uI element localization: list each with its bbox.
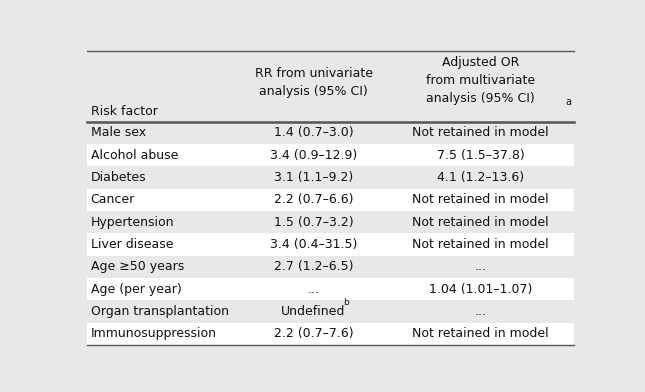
Bar — [87, 166, 574, 189]
Text: ...: ... — [475, 305, 486, 318]
Text: Hypertension: Hypertension — [91, 216, 174, 229]
Text: Risk factor: Risk factor — [91, 105, 157, 118]
Text: RR from univariate
analysis (95% CI): RR from univariate analysis (95% CI) — [255, 67, 373, 98]
Bar — [87, 233, 574, 256]
Text: Not retained in model: Not retained in model — [412, 238, 549, 251]
Text: 3.4 (0.9–12.9): 3.4 (0.9–12.9) — [270, 149, 357, 162]
Text: 2.7 (1.2–6.5): 2.7 (1.2–6.5) — [273, 260, 353, 273]
Text: Age ≥50 years: Age ≥50 years — [91, 260, 184, 273]
Text: 1.4 (0.7–3.0): 1.4 (0.7–3.0) — [273, 126, 353, 140]
Bar — [87, 144, 574, 166]
Bar — [87, 323, 574, 345]
Text: b: b — [343, 298, 349, 307]
Text: Male sex: Male sex — [91, 126, 146, 140]
Text: Organ transplantation: Organ transplantation — [91, 305, 229, 318]
Text: ...: ... — [308, 283, 319, 296]
Text: 7.5 (1.5–37.8): 7.5 (1.5–37.8) — [437, 149, 524, 162]
Text: 4.1 (1.2–13.6): 4.1 (1.2–13.6) — [437, 171, 524, 184]
Text: ...: ... — [475, 260, 486, 273]
Text: Not retained in model: Not retained in model — [412, 216, 549, 229]
Bar — [87, 256, 574, 278]
Bar — [87, 211, 574, 233]
Text: 1.5 (0.7–3.2): 1.5 (0.7–3.2) — [273, 216, 353, 229]
Bar — [87, 189, 574, 211]
Bar — [87, 278, 574, 300]
Text: 3.1 (1.1–9.2): 3.1 (1.1–9.2) — [274, 171, 353, 184]
Text: Immunosuppression: Immunosuppression — [91, 327, 217, 340]
Text: Undefined: Undefined — [281, 305, 346, 318]
Text: Adjusted OR
from multivariate
analysis (95% CI): Adjusted OR from multivariate analysis (… — [426, 56, 535, 105]
Text: a: a — [566, 97, 571, 107]
Text: Alcohol abuse: Alcohol abuse — [91, 149, 178, 162]
Text: Not retained in model: Not retained in model — [412, 193, 549, 206]
Text: 2.2 (0.7–6.6): 2.2 (0.7–6.6) — [273, 193, 353, 206]
Text: Not retained in model: Not retained in model — [412, 327, 549, 340]
Text: Age (per year): Age (per year) — [91, 283, 181, 296]
Bar — [87, 122, 574, 144]
Text: 2.2 (0.7–7.6): 2.2 (0.7–7.6) — [273, 327, 353, 340]
Text: 1.04 (1.01–1.07): 1.04 (1.01–1.07) — [429, 283, 532, 296]
Text: Liver disease: Liver disease — [91, 238, 174, 251]
Bar — [87, 300, 574, 323]
Text: Cancer: Cancer — [91, 193, 135, 206]
Text: Not retained in model: Not retained in model — [412, 126, 549, 140]
Text: 3.4 (0.4–31.5): 3.4 (0.4–31.5) — [270, 238, 357, 251]
Text: Diabetes: Diabetes — [91, 171, 146, 184]
